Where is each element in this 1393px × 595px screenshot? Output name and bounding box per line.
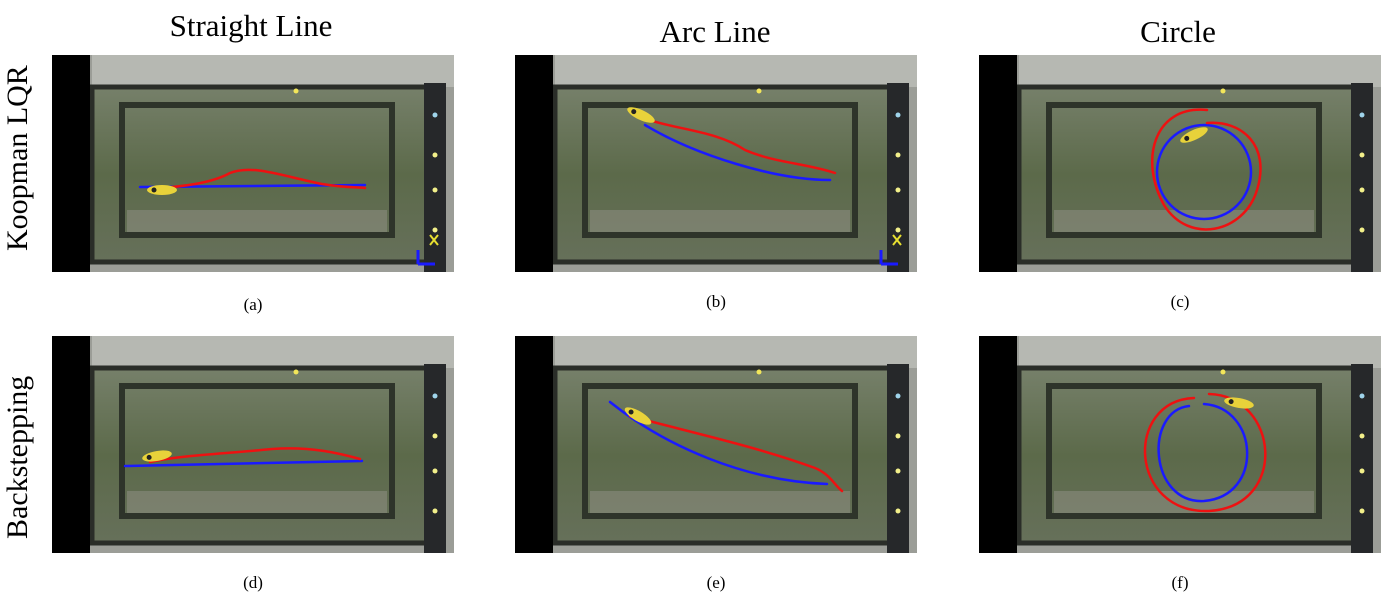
rail-light bbox=[896, 394, 901, 399]
column-title-circle: Circle bbox=[978, 14, 1378, 50]
panel-e bbox=[515, 336, 917, 553]
tank-image-f bbox=[979, 336, 1381, 553]
column-title-straight-line: Straight Line bbox=[51, 8, 451, 44]
caption-c: (c) bbox=[979, 292, 1381, 312]
panel-c bbox=[979, 55, 1381, 272]
marker-dot bbox=[294, 370, 299, 375]
panel-a bbox=[52, 55, 454, 272]
black-edge bbox=[52, 336, 90, 553]
rail-light bbox=[1360, 394, 1365, 399]
right-rail bbox=[1351, 83, 1373, 272]
column-title-arc-line: Arc Line bbox=[515, 14, 915, 50]
tank-image-d bbox=[52, 336, 454, 553]
caption-b: (b) bbox=[515, 292, 917, 312]
tank-floor bbox=[590, 210, 850, 232]
rail-light bbox=[1360, 153, 1365, 158]
black-edge bbox=[515, 336, 553, 553]
tank-image-b bbox=[515, 55, 917, 272]
marker-dot bbox=[757, 89, 762, 94]
rail-light bbox=[896, 188, 901, 193]
panel-f bbox=[979, 336, 1381, 553]
rail-light bbox=[896, 469, 901, 474]
marker-dot bbox=[294, 89, 299, 94]
rail-light bbox=[433, 228, 438, 233]
rail-light bbox=[896, 153, 901, 158]
panel-d bbox=[52, 336, 454, 553]
black-edge bbox=[515, 55, 553, 272]
right-rail bbox=[424, 364, 446, 553]
right-rail bbox=[887, 83, 909, 272]
tank-floor bbox=[590, 491, 850, 513]
black-edge bbox=[52, 55, 90, 272]
caption-a: (a) bbox=[52, 295, 454, 315]
rail-light bbox=[1360, 509, 1365, 514]
right-rail bbox=[424, 83, 446, 272]
tank-top-edge bbox=[92, 55, 454, 87]
row-label-backstepping: Backstepping bbox=[1, 369, 35, 539]
tank-floor bbox=[1054, 491, 1314, 513]
tank-top-edge bbox=[1019, 55, 1381, 87]
black-edge bbox=[979, 336, 1017, 553]
rail-light bbox=[896, 509, 901, 514]
rail-light bbox=[896, 434, 901, 439]
right-rail bbox=[1351, 364, 1373, 553]
tank-top-edge bbox=[1019, 336, 1381, 368]
rail-light bbox=[433, 188, 438, 193]
robotic-fish bbox=[147, 185, 177, 195]
rail-light bbox=[1360, 228, 1365, 233]
panel-b bbox=[515, 55, 917, 272]
rail-light bbox=[1360, 113, 1365, 118]
rail-light bbox=[1360, 434, 1365, 439]
tank-image-a bbox=[52, 55, 454, 272]
right-rail bbox=[887, 364, 909, 553]
rail-light bbox=[896, 113, 901, 118]
rail-light bbox=[433, 434, 438, 439]
rail-light bbox=[896, 228, 901, 233]
marker-dot bbox=[1221, 89, 1226, 94]
black-edge bbox=[979, 55, 1017, 272]
marker-dot bbox=[757, 370, 762, 375]
tank-top-edge bbox=[555, 336, 917, 368]
rail-light bbox=[433, 113, 438, 118]
caption-f: (f) bbox=[979, 573, 1381, 593]
rail-light bbox=[433, 469, 438, 474]
rail-light bbox=[1360, 469, 1365, 474]
tank-image-e bbox=[515, 336, 917, 553]
tank-image-c bbox=[979, 55, 1381, 272]
caption-d: (d) bbox=[52, 573, 454, 593]
tank-top-edge bbox=[555, 55, 917, 87]
row-label-koopman-lqr: Koopman LQR bbox=[1, 91, 35, 251]
tank-floor bbox=[127, 210, 387, 232]
rail-light bbox=[433, 394, 438, 399]
caption-e: (e) bbox=[515, 573, 917, 593]
rail-light bbox=[433, 153, 438, 158]
rail-light bbox=[1360, 188, 1365, 193]
tank-floor bbox=[127, 491, 387, 513]
tank-top-edge bbox=[92, 336, 454, 368]
marker-dot bbox=[1221, 370, 1226, 375]
rail-light bbox=[433, 509, 438, 514]
